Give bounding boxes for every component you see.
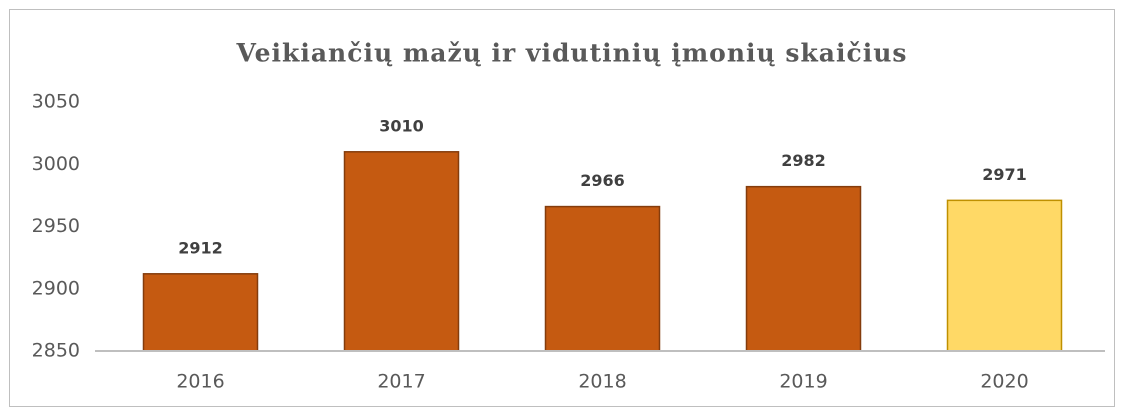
bar [343, 151, 460, 352]
chart-title: Veikiančių mažų ir vidutinių įmonių skai… [236, 39, 908, 68]
bar [946, 199, 1063, 352]
y-tick-label: 3050 [32, 91, 80, 113]
y-tick-label: 2900 [32, 277, 80, 299]
bar [745, 185, 862, 352]
value-label: 2912 [178, 238, 223, 257]
x-tick-label: 2020 [980, 371, 1028, 393]
value-label: 2966 [580, 171, 625, 190]
bar [544, 205, 661, 352]
value-label: 2982 [781, 151, 826, 170]
x-tick-label: 2016 [176, 371, 224, 393]
value-label: 3010 [379, 116, 424, 135]
x-tick-label: 2019 [779, 371, 827, 393]
y-tick-label: 3000 [32, 153, 80, 175]
bar [142, 273, 259, 352]
x-tick-label: 2018 [578, 371, 626, 393]
value-label: 2971 [982, 165, 1027, 184]
x-tick-label: 2017 [377, 371, 425, 393]
y-tick-label: 2850 [32, 340, 80, 362]
y-tick-label: 2950 [32, 215, 80, 237]
